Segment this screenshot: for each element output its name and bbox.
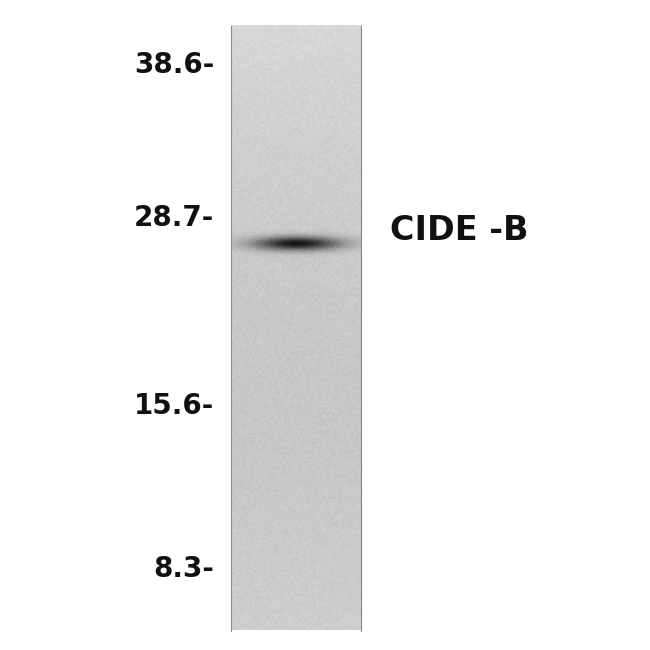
- Text: 8.3-: 8.3-: [153, 554, 215, 583]
- Text: CIDE -B: CIDE -B: [390, 214, 528, 247]
- Text: 15.6-: 15.6-: [135, 392, 214, 421]
- Text: 38.6-: 38.6-: [135, 51, 214, 79]
- Text: 28.7-: 28.7-: [135, 203, 214, 232]
